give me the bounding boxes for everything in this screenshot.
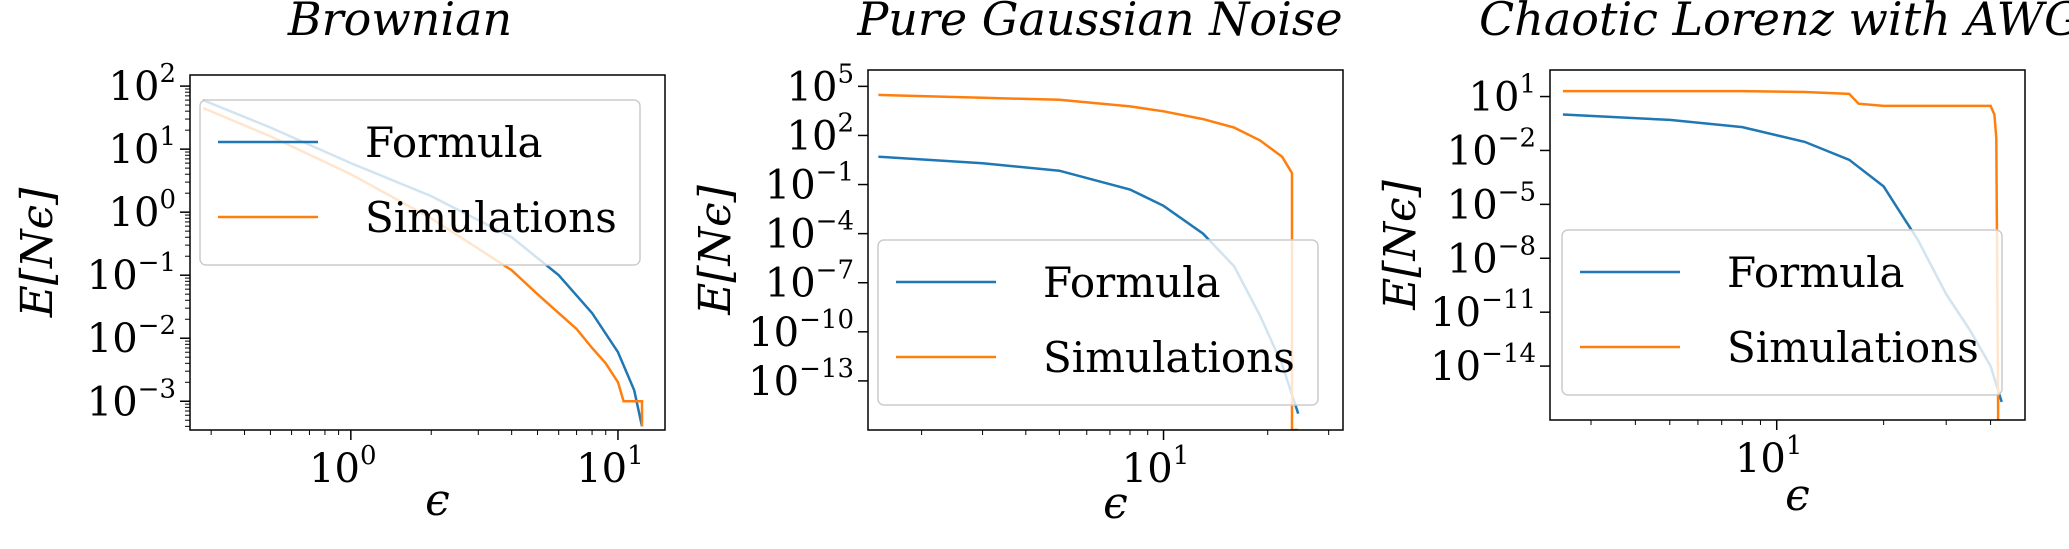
axes-frame: [1549, 69, 2026, 421]
chart-title: Brownian: [287, 0, 512, 46]
chart-panel-1: 10−3 10−2 10−1 100 101 102 100 101 Formula Simula…: [12, 0, 666, 526]
legend-label-simulations: Simulations: [1043, 333, 1295, 382]
series-line-simulations: [1562, 89, 2000, 420]
legend-label-formula: Formula: [1043, 258, 1221, 307]
y-axis-label: E[Nϵ]: [12, 187, 63, 318]
y-tick-label: 10−13: [748, 354, 854, 405]
y-tick-label: 10−4: [765, 207, 854, 258]
legend-label-simulations: Simulations: [1727, 323, 1979, 372]
chart-title: Pure Gaussian Noise: [856, 0, 1342, 46]
x-axis-label: ϵ: [1785, 470, 1810, 521]
y-tick-label: 10−3: [87, 374, 176, 425]
y-tick-label: 10−2: [1447, 123, 1536, 174]
y-tick-label: 10−8: [1447, 231, 1536, 282]
x-tick-label: 100: [309, 441, 376, 492]
y-tick-label: 10−2: [87, 311, 176, 362]
y-tick-label: 102: [109, 59, 176, 110]
y-tick-label: 100: [109, 185, 176, 236]
y-tick-label: 10−1: [765, 158, 854, 209]
legend-label-formula: Formula: [1727, 248, 1905, 297]
x-tick-label: 101: [1735, 431, 1802, 482]
y-tick-label: 101: [1469, 70, 1536, 121]
legend-label-formula: Formula: [365, 118, 543, 167]
y-tick-label: 101: [109, 122, 176, 173]
x-tick-label: 101: [576, 441, 643, 492]
y-axis-label: E[Nϵ]: [690, 184, 741, 315]
chart-panel-3: 10−1410−1110−810−510−2101101FormulaSimul…: [1375, 0, 2069, 521]
y-tick-label: 10−10: [748, 305, 854, 356]
chart-title: Chaotic Lorenz with AWGN: [1479, 0, 2069, 46]
y-tick-label: 10−1: [87, 248, 176, 299]
series-line-simulations: [878, 93, 1299, 430]
y-tick-label: 102: [787, 108, 854, 159]
y-tick-label: 10−11: [1430, 285, 1536, 336]
x-tick-label: 101: [1122, 441, 1189, 492]
y-tick-label: 10−5: [1447, 177, 1536, 228]
x-axis-label: ϵ: [1103, 478, 1128, 529]
y-axis-label: E[Nϵ]: [1375, 179, 1426, 310]
axes-frame: [189, 74, 666, 431]
y-tick-label: 10−7: [765, 256, 854, 307]
y-tick-label: 10−14: [1430, 339, 1536, 390]
legend-label-simulations: Simulations: [365, 193, 617, 242]
axes-frame: [867, 69, 1344, 431]
y-tick-label: 105: [787, 59, 854, 110]
x-axis-label: ϵ: [425, 475, 450, 526]
